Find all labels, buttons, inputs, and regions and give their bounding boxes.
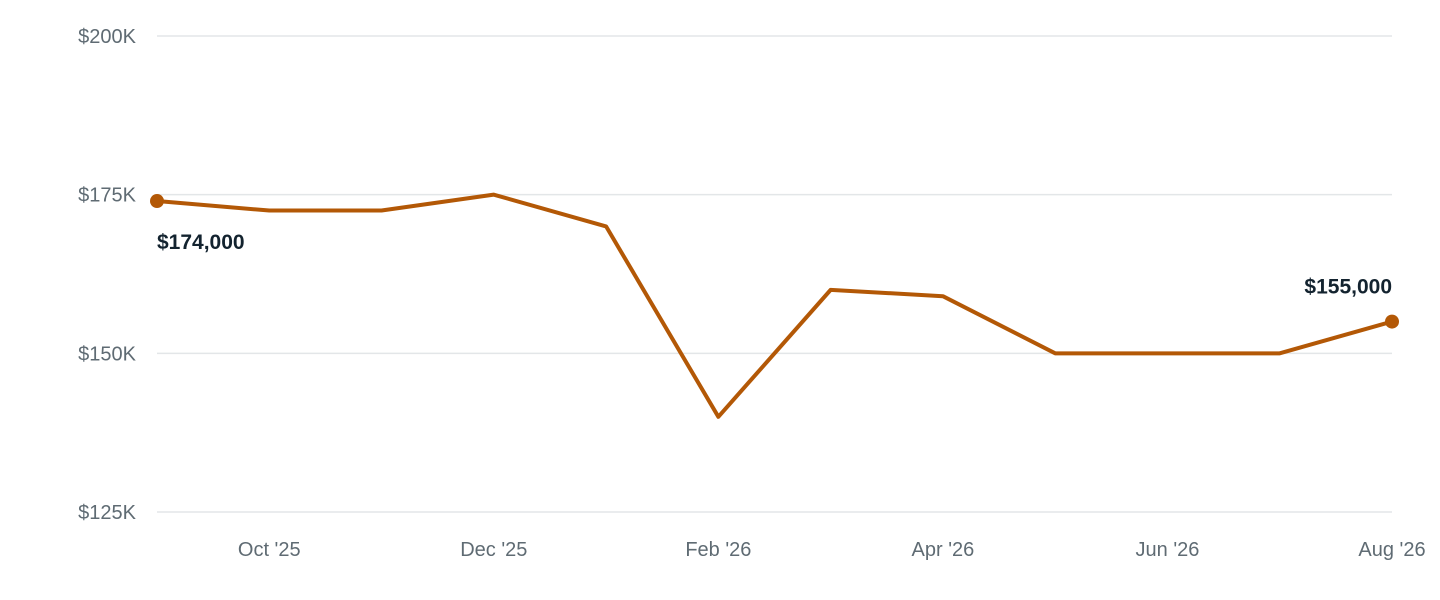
y-axis: $200K $175K $150K $125K — [78, 26, 136, 524]
data-labels: $174,000 $155,000 — [150, 194, 1399, 329]
x-tick-label: Apr '26 — [912, 539, 975, 561]
x-tick-label: Jun '26 — [1136, 539, 1200, 561]
data-point-marker — [1385, 314, 1399, 329]
y-tick-label: $175K — [78, 185, 136, 207]
y-tick-label: $200K — [78, 26, 136, 48]
y-tick-label: $150K — [78, 343, 136, 365]
x-tick-label: Dec '25 — [460, 539, 527, 561]
x-tick-label: Feb '26 — [685, 539, 751, 561]
x-axis: Oct '25 Dec '25 Feb '26 Apr '26 Jun '26 Aug '… — [238, 539, 1426, 561]
series-layer — [155, 192, 1394, 419]
data-label: $174,000 — [157, 231, 245, 254]
y-tick-label: $125K — [78, 502, 136, 524]
data-point-marker — [150, 194, 164, 209]
x-tick-label: Aug '26 — [1358, 539, 1425, 561]
series-line — [155, 192, 1394, 419]
data-label: $155,000 — [1304, 276, 1392, 299]
grid-layer — [157, 35, 1392, 513]
x-tick-label: Oct '25 — [238, 539, 301, 561]
